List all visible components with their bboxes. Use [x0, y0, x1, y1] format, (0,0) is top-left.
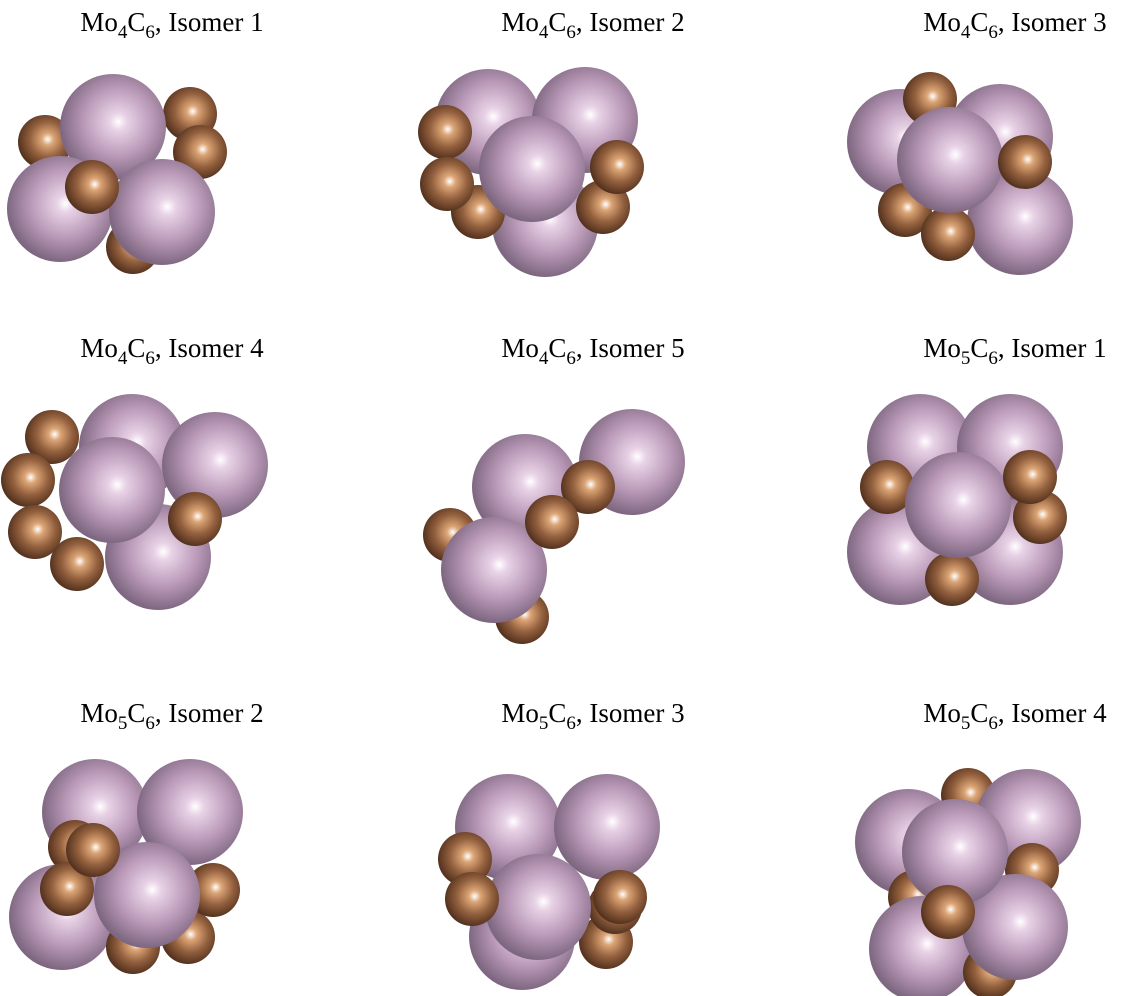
- structure-panel: Mo5C6, Isomer 2: [9, 698, 264, 974]
- label-part: , Isomer 2: [155, 698, 264, 728]
- label-part: 5: [539, 713, 549, 734]
- panel-label: Mo4C6, Isomer 3: [923, 7, 1106, 43]
- c-atom: [65, 160, 119, 214]
- label-part: , Isomer 2: [576, 7, 685, 37]
- label-part: C: [548, 333, 566, 363]
- c-atom: [445, 872, 499, 926]
- label-part: 6: [145, 22, 155, 43]
- label-part: Mo: [80, 698, 118, 728]
- mo-atom: [109, 159, 215, 265]
- c-atom: [168, 492, 222, 546]
- label-part: Mo: [501, 333, 539, 363]
- c-atom: [525, 495, 579, 549]
- label-part: , Isomer 3: [998, 7, 1107, 37]
- c-atom: [420, 157, 474, 211]
- structure-panel: Mo4C6, Isomer 4: [1, 333, 268, 610]
- label-part: 5: [118, 713, 128, 734]
- panel-label: Mo5C6, Isomer 4: [923, 698, 1107, 734]
- label-part: Mo: [923, 7, 961, 37]
- c-atom: [1003, 450, 1057, 504]
- c-atom: [921, 885, 975, 939]
- panel-label: Mo4C6, Isomer 2: [501, 7, 684, 43]
- label-part: Mo: [923, 698, 961, 728]
- c-atom: [921, 207, 975, 261]
- label-part: , Isomer 4: [998, 698, 1107, 728]
- mo-atom: [905, 452, 1011, 558]
- label-part: Mo: [923, 333, 961, 363]
- label-part: 6: [988, 713, 998, 734]
- label-part: C: [548, 7, 566, 37]
- label-part: 4: [118, 348, 128, 369]
- label-part: 6: [988, 348, 998, 369]
- label-part: 6: [566, 348, 576, 369]
- label-part: C: [127, 698, 145, 728]
- label-part: 6: [145, 348, 155, 369]
- structure-panel: Mo5C6, Isomer 4: [855, 698, 1107, 996]
- structure-panel: Mo4C6, Isomer 3: [847, 7, 1107, 275]
- c-atom: [998, 135, 1052, 189]
- structure-panel: Mo5C6, Isomer 3: [438, 698, 685, 990]
- mo-atom: [554, 774, 660, 880]
- mo-atom: [59, 437, 165, 543]
- c-atom: [1, 453, 55, 507]
- c-atom: [590, 140, 644, 194]
- c-atom: [418, 105, 472, 159]
- structure-panel: Mo4C6, Isomer 1: [7, 7, 264, 274]
- c-atom: [925, 552, 979, 606]
- label-part: 4: [118, 22, 128, 43]
- panel-label: Mo5C6, Isomer 1: [923, 333, 1106, 369]
- panel-label: Mo5C6, Isomer 2: [80, 698, 263, 734]
- label-part: , Isomer 4: [155, 333, 264, 363]
- label-part: Mo: [80, 333, 118, 363]
- panel-label: Mo5C6, Isomer 3: [501, 698, 684, 734]
- label-part: Mo: [501, 7, 539, 37]
- label-part: , Isomer 1: [998, 333, 1107, 363]
- panel-label: Mo4C6, Isomer 1: [80, 7, 263, 43]
- label-part: 6: [988, 22, 998, 43]
- label-part: , Isomer 3: [576, 698, 685, 728]
- mo-atom: [479, 116, 585, 222]
- label-part: 6: [566, 22, 576, 43]
- mo-atom: [485, 854, 591, 960]
- label-part: 5: [961, 348, 971, 369]
- structure-panel: Mo5C6, Isomer 1: [847, 333, 1107, 606]
- panel-label: Mo4C6, Isomer 5: [501, 333, 684, 369]
- label-part: 6: [566, 713, 576, 734]
- label-part: C: [548, 698, 566, 728]
- label-part: C: [127, 333, 145, 363]
- label-part: 4: [539, 22, 549, 43]
- label-part: C: [970, 698, 988, 728]
- label-part: C: [970, 333, 988, 363]
- mo-atom: [897, 107, 1003, 213]
- panel-label: Mo4C6, Isomer 4: [80, 333, 264, 369]
- label-part: C: [970, 7, 988, 37]
- label-part: 4: [961, 22, 971, 43]
- c-atom: [50, 537, 104, 591]
- label-part: C: [127, 7, 145, 37]
- label-part: , Isomer 1: [155, 7, 264, 37]
- label-part: Mo: [501, 698, 539, 728]
- figure: Mo4C6, Isomer 1Mo4C6, Isomer 2Mo4C6, Iso…: [0, 0, 1128, 996]
- label-part: Mo: [80, 7, 118, 37]
- label-part: , Isomer 5: [576, 333, 685, 363]
- c-atom: [593, 870, 647, 924]
- label-part: 4: [539, 348, 549, 369]
- structure-panel: Mo4C6, Isomer 2: [418, 7, 685, 277]
- label-part: 5: [961, 713, 971, 734]
- c-atom: [66, 823, 120, 877]
- label-part: 6: [145, 713, 155, 734]
- structure-panel: Mo4C6, Isomer 5: [423, 333, 685, 644]
